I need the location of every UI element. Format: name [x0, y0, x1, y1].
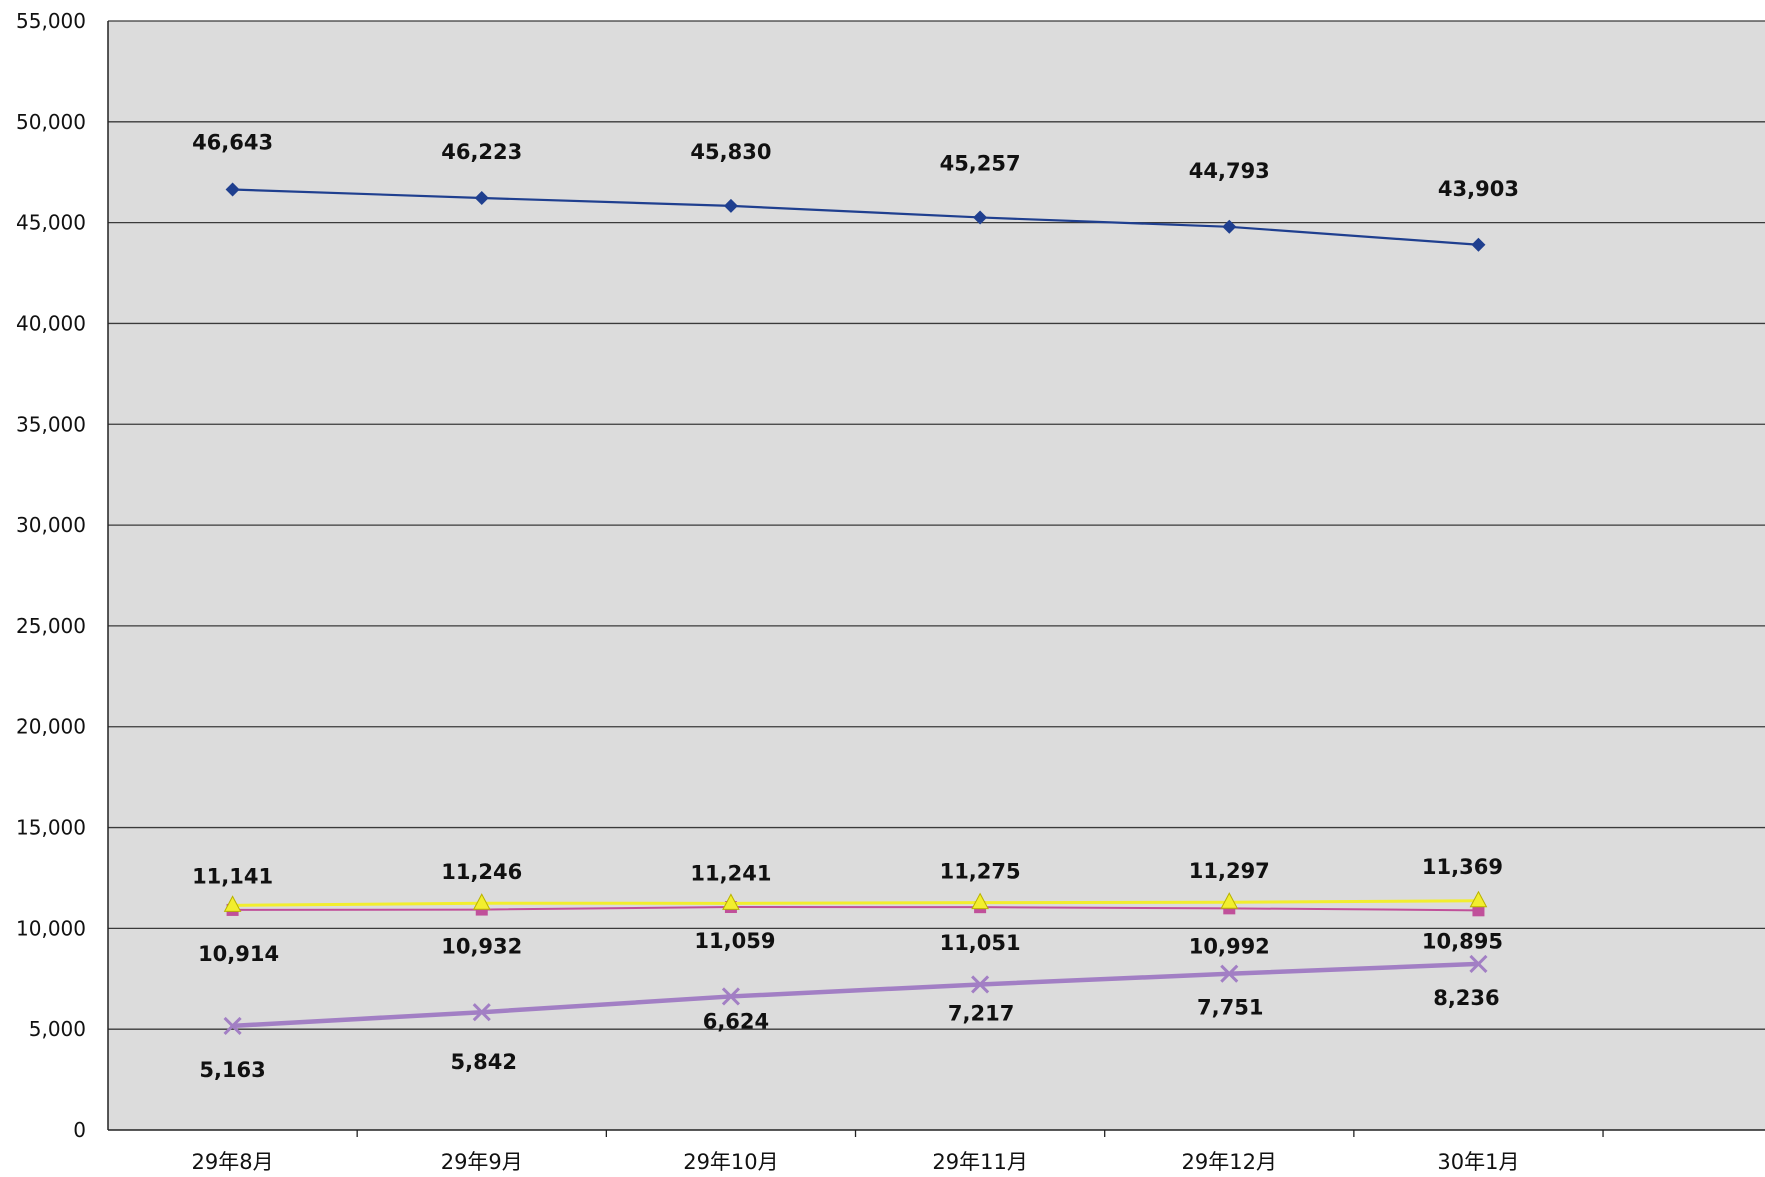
axes	[107, 21, 1765, 1137]
y-tick-label: 25,000	[16, 614, 86, 638]
data-point	[722, 893, 740, 910]
data-point	[721, 987, 740, 1006]
data-point	[971, 975, 990, 994]
data-label: 11,051	[940, 931, 1021, 955]
data-point	[1220, 892, 1239, 909]
data-label: 11,246	[441, 860, 522, 884]
data-label: 7,217	[948, 1001, 1014, 1025]
x-tick-label: 29年8月	[192, 1150, 274, 1174]
data-point	[225, 182, 240, 197]
data-label: 45,830	[690, 140, 771, 164]
y-tick-label: 10,000	[16, 916, 86, 940]
data-label: 11,241	[690, 861, 771, 885]
data-point	[474, 190, 489, 205]
series-0	[225, 182, 1486, 252]
y-tick-label: 35,000	[16, 412, 86, 436]
data-label: 10,932	[441, 935, 522, 959]
data-label: 46,223	[441, 140, 522, 164]
data-label: 5,163	[199, 1058, 265, 1082]
data-label: 11,297	[1189, 859, 1270, 883]
data-point	[1471, 237, 1486, 252]
data-label: 11,369	[1422, 855, 1503, 879]
plot-area	[108, 21, 1765, 1130]
data-label: 10,914	[198, 942, 279, 966]
data-point	[723, 198, 738, 213]
series-line	[232, 188, 1479, 246]
x-tick-label: 29年11月	[932, 1150, 1027, 1174]
data-point	[472, 893, 491, 910]
data-label: 10,895	[1422, 929, 1503, 953]
x-tick-label: 30年1月	[1437, 1150, 1519, 1174]
data-point	[223, 1016, 242, 1035]
series-line	[232, 899, 1479, 907]
data-label: 5,842	[451, 1050, 517, 1074]
data-point	[1469, 954, 1488, 973]
y-tick-label: 5,000	[29, 1017, 86, 1041]
data-label: 8,236	[1433, 986, 1499, 1010]
data-point	[1220, 964, 1239, 983]
x-tick-label: 29年10月	[683, 1150, 778, 1174]
y-axis-ticks: 0 5,000 10,000 15,000 20,000 25,000 30,000 35,0…	[16, 9, 86, 1142]
y-tick-label: 55,000	[16, 9, 86, 33]
series-line	[232, 961, 1479, 1029]
data-label: 45,257	[940, 151, 1021, 175]
y-tick-label: 20,000	[16, 715, 86, 739]
y-tick-label: 0	[73, 1118, 86, 1142]
series-line	[232, 906, 1479, 912]
y-tick-label: 15,000	[16, 816, 86, 840]
x-tick-label: 29年9月	[441, 1150, 523, 1174]
y-tick-label: 50,000	[16, 110, 86, 134]
data-point	[1469, 890, 1488, 908]
data-label: 7,751	[1197, 996, 1263, 1020]
y-tick-label: 30,000	[16, 513, 86, 537]
data-label: 11,275	[940, 860, 1021, 884]
y-tick-label: 45,000	[16, 211, 86, 235]
data-label: 46,643	[192, 131, 273, 155]
data-point	[971, 892, 989, 910]
data-point	[1472, 904, 1485, 917]
series-layer	[223, 182, 1488, 1035]
data-label: 11,141	[192, 864, 273, 888]
series-1	[223, 890, 1488, 912]
data-label: 11,059	[694, 929, 775, 953]
data-point	[472, 1003, 491, 1022]
x-axis-ticks: 29年8月 29年9月 29年10月 29年11月 29年12月 30年1月	[192, 1150, 1520, 1174]
series-3	[223, 954, 1488, 1035]
gridlines	[108, 20, 1765, 1030]
data-point	[973, 210, 988, 225]
x-tick-label: 29年12月	[1182, 1150, 1277, 1174]
data-label: 44,793	[1189, 159, 1270, 183]
data-label: 10,992	[1189, 934, 1270, 958]
data-label: 43,903	[1438, 177, 1519, 201]
y-tick-label: 40,000	[16, 311, 86, 335]
data-point	[1222, 219, 1237, 234]
data-label: 6,624	[703, 1009, 769, 1033]
data-point	[223, 895, 242, 912]
data-labels: 46,643 46,223 45,830 45,257 44,793 43,903 11,1…	[192, 131, 1519, 1082]
